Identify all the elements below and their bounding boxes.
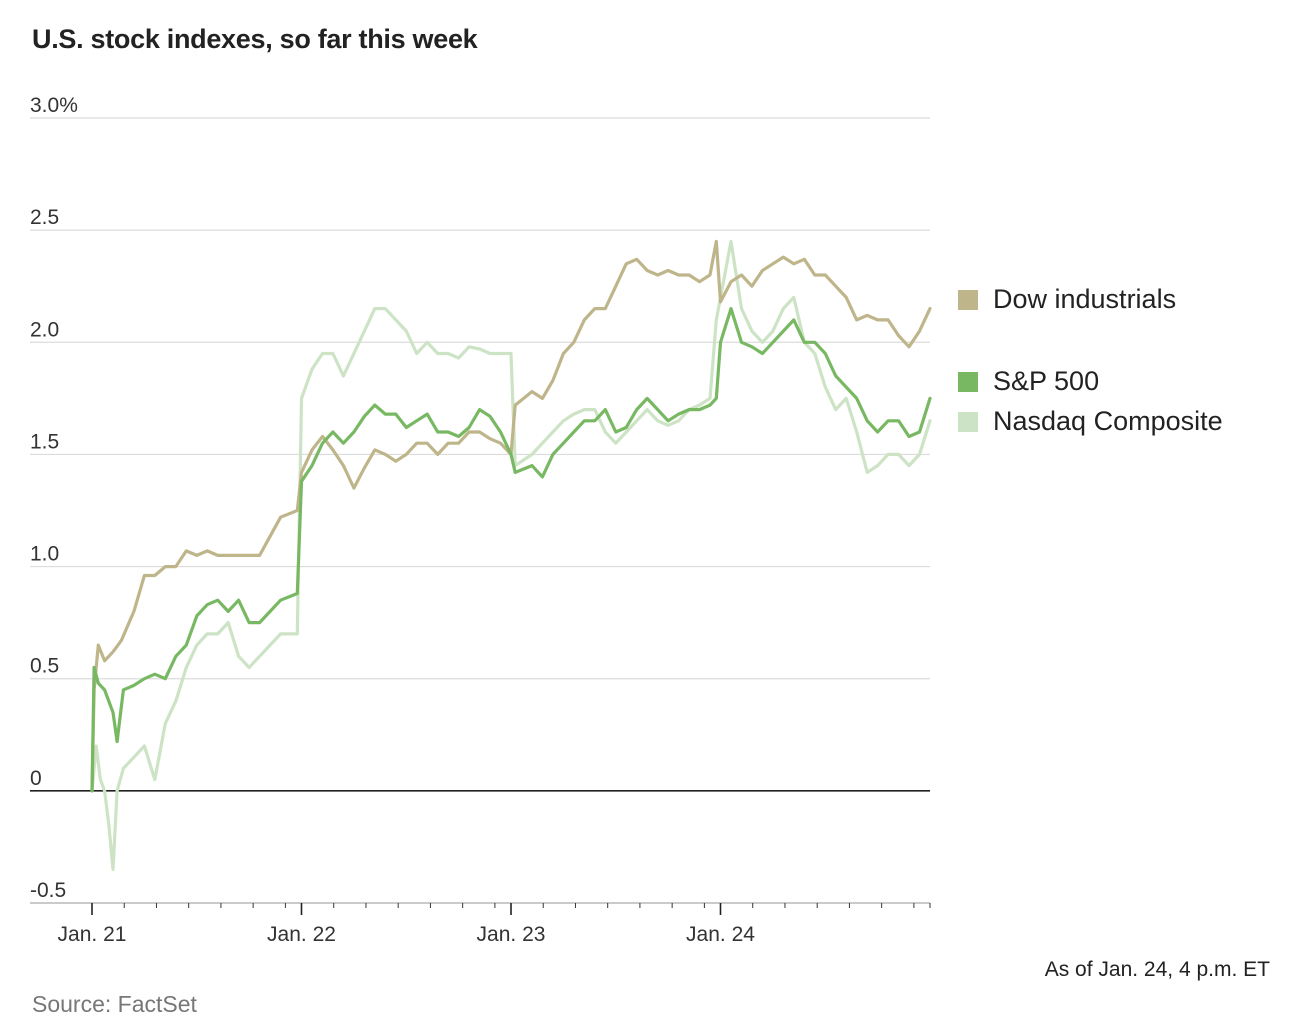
legend-swatch-nasdaq bbox=[958, 412, 978, 432]
chart-title: U.S. stock indexes, so far this week bbox=[32, 24, 478, 54]
legend-item-dow: Dow industrials bbox=[958, 284, 1176, 315]
y-tick-label-4: 1.0 bbox=[30, 543, 59, 566]
x-tick-label-2: Jan. 23 bbox=[477, 923, 546, 946]
legend-swatch-sp500 bbox=[958, 372, 978, 392]
y-tick-label-2: 2.0 bbox=[30, 318, 59, 341]
source-note: Source: FactSet bbox=[32, 991, 197, 1017]
y-tick-label-7: -0.5 bbox=[30, 879, 66, 902]
legend-item-sp500: S&P 500 bbox=[958, 366, 1099, 397]
legend-label-nasdaq: Nasdaq Composite bbox=[993, 406, 1223, 436]
y-tick-label-6: 0 bbox=[30, 767, 42, 790]
legend-label-sp500: S&P 500 bbox=[993, 366, 1100, 396]
legend-swatch-dow bbox=[958, 290, 978, 310]
y-tick-label-5: 0.5 bbox=[30, 655, 59, 678]
legend-item-nasdaq: Nasdaq Composite bbox=[958, 406, 1223, 437]
series-line-dow bbox=[90, 239, 932, 793]
y-tick-label-3: 1.5 bbox=[30, 430, 59, 453]
y-tick-label-0: 3.0% bbox=[30, 94, 78, 117]
x-tick-label-0: Jan. 21 bbox=[58, 923, 127, 946]
legend-label-dow: Dow industrials bbox=[993, 284, 1177, 314]
as-of-note: As of Jan. 24, 4 p.m. ET bbox=[1044, 958, 1270, 981]
series-line-sp500 bbox=[90, 307, 932, 793]
y-tick-label-1: 2.5 bbox=[30, 206, 59, 229]
x-tick-label-1: Jan. 22 bbox=[267, 923, 336, 946]
x-tick-label-3: Jan. 24 bbox=[686, 923, 755, 946]
series-line-nasdaq bbox=[90, 239, 932, 871]
